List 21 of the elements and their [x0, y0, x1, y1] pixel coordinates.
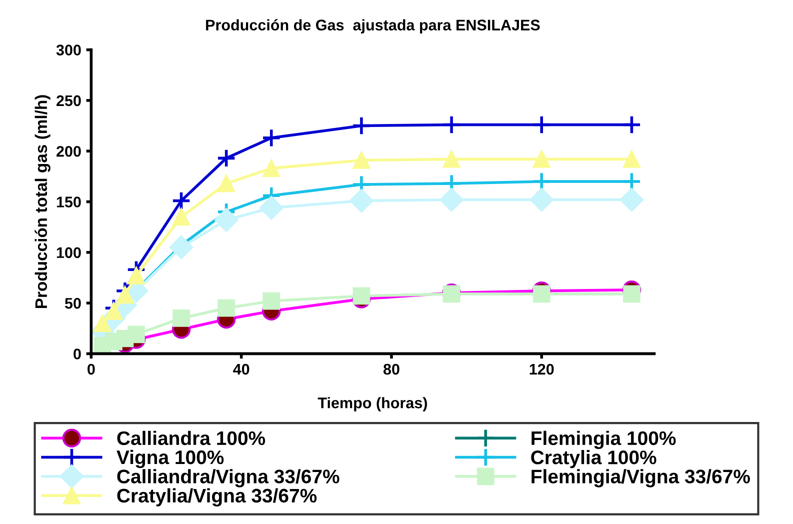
x-tick-label: 40: [233, 364, 250, 375]
y-tick-label: 50: [64, 298, 81, 309]
legend-label: Flemingia 100%: [532, 430, 676, 450]
legend-label: Vigna 100%: [116, 450, 224, 468]
x-tick-label: 0: [88, 364, 95, 375]
legend-label: Flemingia/Vigna 33/67%: [532, 469, 750, 488]
y-tick-label: 150: [56, 196, 81, 208]
y-tick-label: 0: [74, 348, 81, 360]
legend-label: Cratylia/Vigna 33/67%: [117, 488, 317, 506]
y-axis-title: Producción total gas (ml/h): [34, 95, 50, 308]
x-tick-label: 120: [530, 364, 554, 375]
y-tick-label: 300: [56, 44, 81, 56]
x-axis-title: Tiempo (horas): [318, 397, 427, 412]
y-tick-label: 250: [56, 95, 81, 106]
y-tick-label: 100: [56, 247, 81, 258]
legend-label: Calliandra 100%: [117, 430, 266, 446]
legend-label: Calliandra/Vigna 33/67%: [117, 469, 340, 488]
chart-title: Producción de Gas ajustada para ENSILAJES: [206, 19, 540, 34]
x-tick-label: 80: [383, 364, 400, 375]
y-tick-label: 200: [56, 146, 81, 157]
legend-label: Cratylia 100%: [531, 450, 656, 468]
